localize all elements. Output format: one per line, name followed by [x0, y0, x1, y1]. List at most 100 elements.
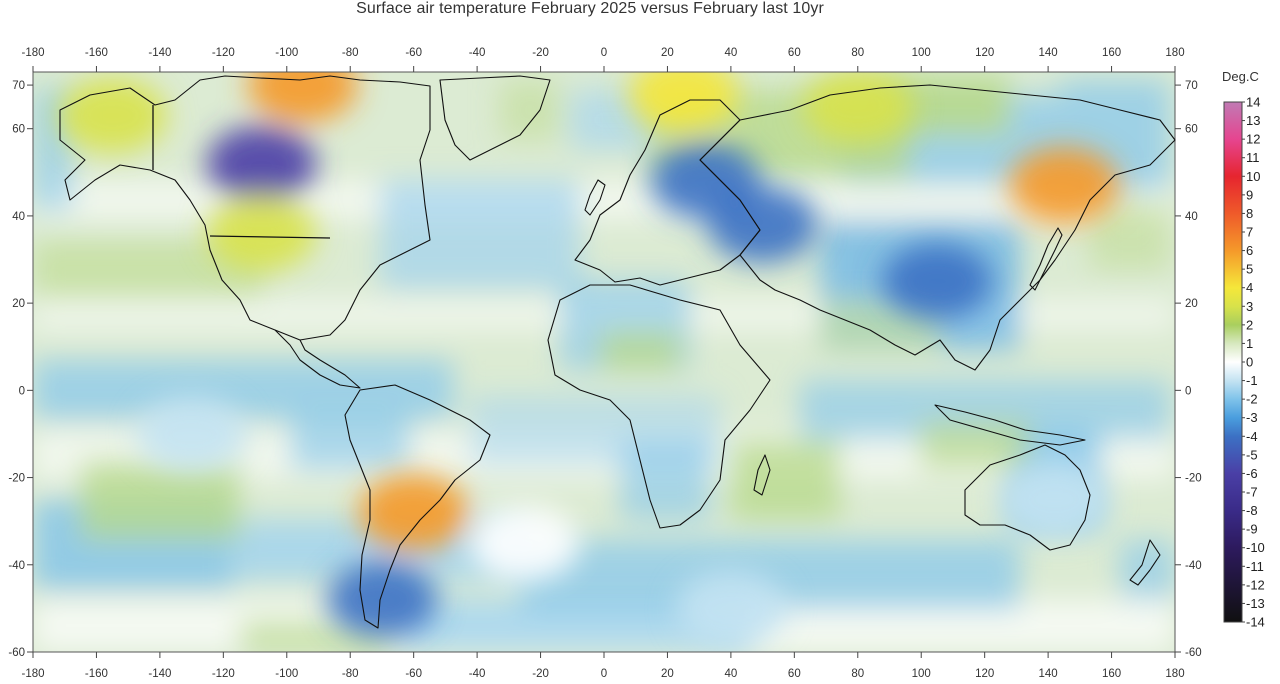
x-tick-label-bottom: -100	[275, 668, 298, 680]
anomaly-field	[33, 72, 1175, 652]
colorbar-bar	[1223, 101, 1243, 623]
coastline-asia	[699, 84, 1176, 371]
x-tick-label-top: -180	[21, 47, 44, 59]
coastline-japan	[1029, 227, 1063, 291]
map-title: Surface air temperature February 2025 ve…	[356, 0, 824, 17]
y-tick-label-right: -20	[1185, 473, 1202, 485]
colorbar-label: 0	[1246, 355, 1253, 370]
anomaly-patagonia	[326, 561, 437, 638]
coastline-australia	[964, 444, 1091, 551]
colorbar-label: -8	[1246, 503, 1258, 518]
coastline-north-america	[59, 75, 431, 341]
y-axis-left: 70 60 40 20 0 -20 -40 -60	[8, 80, 33, 659]
anomaly-siberia	[802, 72, 913, 145]
colorbar: 14131211109876543210-1-2-3-4-5-6-7-8-9-1…	[1223, 95, 1265, 630]
colorbar-label: 12	[1246, 132, 1260, 147]
colorbar-label: 2	[1246, 317, 1253, 332]
x-tick-label-top: 140	[1039, 47, 1058, 59]
x-tick-label-bottom: 40	[724, 668, 737, 680]
y-tick-label-right: 40	[1185, 211, 1198, 223]
x-tick-label-bottom: -180	[21, 668, 44, 680]
colorbar-label: -1	[1246, 373, 1258, 388]
colorbar-label: -3	[1246, 410, 1258, 425]
x-tick-label-top: 60	[788, 47, 801, 59]
x-tick-label-bottom: 0	[601, 668, 607, 680]
x-tick-label-bottom: 100	[912, 668, 931, 680]
y-tick-label-left: 70	[12, 80, 25, 92]
coastlines	[59, 75, 1176, 629]
anomaly-n-america-west	[206, 125, 317, 202]
anomaly-alaska	[57, 77, 168, 154]
colorbar-label: 5	[1246, 262, 1253, 277]
colorbar-label: -2	[1246, 392, 1258, 407]
coastline-uk	[584, 179, 606, 216]
colorbar-label: -4	[1246, 429, 1258, 444]
colorbar-label: 1	[1246, 336, 1253, 351]
x-tick-label-top: 100	[912, 47, 931, 59]
x-tick-label-bottom: -80	[342, 668, 359, 680]
anomaly-china-south	[882, 243, 993, 320]
x-tick-label-bottom: 120	[975, 668, 994, 680]
x-tick-label-bottom: -60	[405, 668, 422, 680]
coastline-africa	[547, 284, 771, 529]
x-tick-label-top: -40	[469, 47, 486, 59]
border-us-canada	[209, 235, 331, 239]
x-tick-label-top: 120	[975, 47, 994, 59]
x-tick-label-top: -80	[342, 47, 359, 59]
y-tick-label-right: 0	[1185, 385, 1191, 397]
x-tick-label-bottom: -40	[469, 668, 486, 680]
coastline-indonesia	[934, 404, 1086, 446]
coastline-madagascar	[753, 454, 771, 496]
x-tick-label-top: -60	[405, 47, 422, 59]
anomaly-us-southwest	[206, 195, 317, 272]
coastline-central-america	[274, 329, 361, 389]
y-tick-label-left: -40	[8, 560, 25, 572]
x-tick-label-bottom: -140	[148, 668, 171, 680]
x-tick-label-top: 0	[601, 47, 607, 59]
colorbar-label: 7	[1246, 225, 1253, 240]
x-tick-label-top: -20	[532, 47, 549, 59]
colorbar-label: 8	[1246, 206, 1253, 221]
anomaly-far-east	[1008, 147, 1119, 224]
colorbar-label: -12	[1246, 577, 1265, 592]
coastline-greenland	[439, 75, 551, 161]
y-tick-label-right: -60	[1185, 647, 1202, 659]
x-tick-label-bottom: -160	[85, 668, 108, 680]
x-tick-label-top: -140	[148, 47, 171, 59]
x-tick-label-bottom: 80	[851, 668, 864, 680]
x-tick-label-bottom: 160	[1102, 668, 1121, 680]
x-axis-bottom: -180 -160 -140 -120 -100 -80 -60 -40 -20 0 20 40 60 8…	[21, 652, 1185, 680]
colorbar-label: 4	[1246, 280, 1253, 295]
x-tick-label-top: 40	[724, 47, 737, 59]
coastline-new-zealand	[1129, 539, 1161, 586]
colorbar-label: -9	[1246, 522, 1258, 537]
x-tick-label-bottom: 60	[788, 668, 801, 680]
coastline-south-america	[344, 384, 491, 629]
anomaly-blobs	[57, 72, 1119, 647]
anomaly-australia-east	[999, 461, 1110, 538]
x-tick-label-top: -160	[85, 47, 108, 59]
anomaly-central-asia	[707, 186, 818, 263]
x-tick-label-top: 20	[661, 47, 674, 59]
x-tick-label-bottom: 20	[661, 668, 674, 680]
colorbar-label: -7	[1246, 485, 1258, 500]
colorbar-label: 11	[1246, 150, 1260, 165]
colorbar-labels: 14131211109876543210-1-2-3-4-5-6-7-8-9-1…	[1242, 95, 1265, 630]
y-tick-label-left: 40	[12, 211, 25, 223]
colorbar-label: 3	[1246, 299, 1253, 314]
anomaly-south-america-east	[358, 474, 469, 551]
y-tick-label-left: 60	[12, 124, 25, 136]
x-tick-label-top: 180	[1165, 47, 1184, 59]
anomaly-scandinavia	[628, 72, 739, 132]
x-tick-label-top: 80	[851, 47, 864, 59]
y-tick-label-left: -20	[8, 473, 25, 485]
y-tick-label-right: -40	[1185, 560, 1202, 572]
plot-area	[32, 71, 1176, 653]
y-tick-label-right: 20	[1185, 298, 1198, 310]
x-tick-label-top: -120	[212, 47, 235, 59]
y-tick-label-left: 0	[19, 385, 25, 397]
y-axis-right: 70 60 40 20 0 -20 -40 -60	[1175, 80, 1202, 659]
anomaly-southern-ocean	[675, 570, 786, 647]
x-tick-label-bottom: -20	[532, 668, 549, 680]
